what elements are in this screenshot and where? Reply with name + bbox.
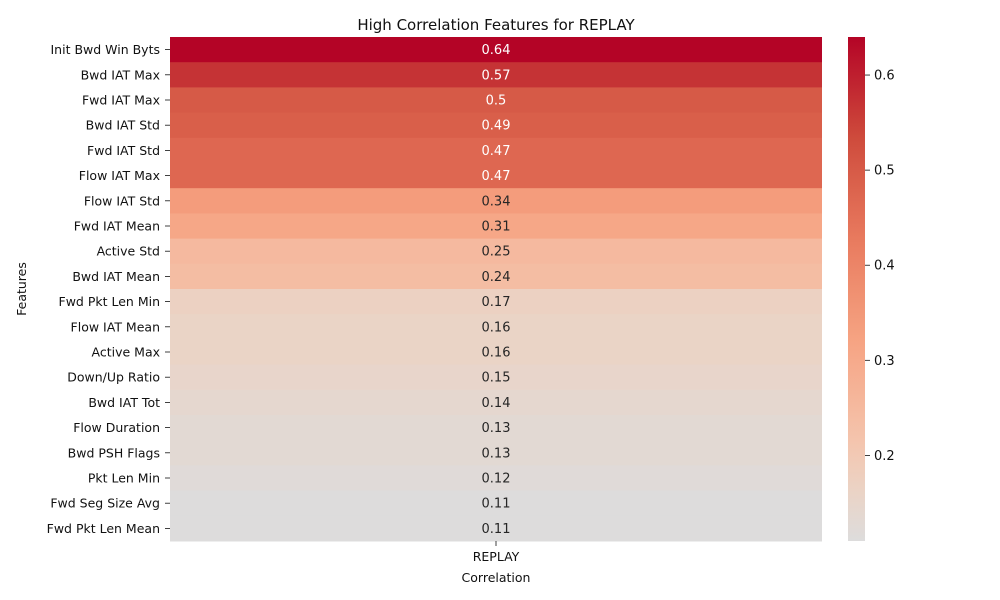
cell-value-label: 0.34 xyxy=(482,194,511,209)
cell-value-label: 0.5 xyxy=(486,94,507,109)
x-axis-label: Correlation xyxy=(462,570,531,585)
heatmap-cell xyxy=(170,112,822,139)
y-tick-label: Fwd Pkt Len Mean xyxy=(47,521,160,536)
heatmap-cell xyxy=(170,87,822,114)
heatmap-cells: 0.64 0.57 0.5 0.49 0.47 0.47 0.34 0.31 0.25 0.24 0… xyxy=(170,37,822,542)
heatmap-cell xyxy=(170,62,822,88)
cell-value-label: 0.25 xyxy=(482,245,511,260)
cell-value-label: 0.13 xyxy=(482,421,511,436)
cell-value-label: 0.11 xyxy=(482,497,511,512)
heatmap-cell xyxy=(170,389,822,416)
cell-value-label: 0.17 xyxy=(482,295,511,310)
cell-value-label: 0.11 xyxy=(482,522,511,537)
heatmap-cell xyxy=(170,440,822,466)
x-tick-label: REPLAY xyxy=(473,549,520,564)
y-tick-labels: Init Bwd Win Byts Bwd IAT Max Fwd IAT Max B… xyxy=(47,42,170,536)
cell-value-label: 0.47 xyxy=(482,144,511,159)
y-tick-label: Pkt Len Min xyxy=(88,471,160,486)
y-tick-label: Down/Up Ratio xyxy=(67,370,160,385)
heatmap-cell xyxy=(170,137,822,164)
y-tick-label: Flow Duration xyxy=(73,420,160,435)
y-tick-label: Bwd IAT Tot xyxy=(88,395,160,410)
y-tick-label: Init Bwd Win Byts xyxy=(50,42,160,57)
cell-value-label: 0.16 xyxy=(482,320,511,335)
cell-value-label: 0.24 xyxy=(482,270,511,285)
heatmap-cell xyxy=(170,314,822,340)
heatmap-cell xyxy=(170,515,822,542)
cell-value-label: 0.49 xyxy=(482,119,511,134)
y-tick-label: Bwd PSH Flags xyxy=(68,445,160,460)
colorbar-tick-label: 0.3 xyxy=(874,354,895,369)
heatmap-cell xyxy=(170,213,822,240)
cell-value-label: 0.15 xyxy=(482,371,511,386)
colorbar-tick-label: 0.5 xyxy=(874,164,895,179)
heatmap-cell xyxy=(170,263,822,290)
heatmap-cell xyxy=(170,465,822,492)
y-tick-label: Fwd Pkt Len Min xyxy=(59,294,160,309)
y-tick-label: Bwd IAT Std xyxy=(86,118,160,133)
y-tick-label: Flow IAT Std xyxy=(84,193,160,208)
colorbar-tick-label: 0.4 xyxy=(874,259,895,274)
colorbar-tick-label: 0.6 xyxy=(874,69,895,84)
heatmap-cell xyxy=(170,163,822,189)
colorbar-ticks: 0.2 0.3 0.4 0.5 0.6 xyxy=(865,69,895,464)
y-tick-label: Bwd IAT Max xyxy=(81,67,160,82)
cell-value-label: 0.31 xyxy=(482,220,511,235)
y-tick-label: Active Std xyxy=(97,244,160,259)
cell-value-label: 0.64 xyxy=(482,43,511,58)
cell-value-label: 0.14 xyxy=(482,396,511,411)
colorbar-tick-label: 0.2 xyxy=(874,449,895,464)
chart-title: High Correlation Features for REPLAY xyxy=(357,16,635,34)
y-tick-label: Fwd Seg Size Avg xyxy=(50,496,160,511)
cell-value-label: 0.57 xyxy=(482,68,511,83)
y-tick-label: Fwd IAT Max xyxy=(82,93,160,108)
y-tick-label: Flow IAT Mean xyxy=(71,319,160,334)
heatmap-cell xyxy=(170,339,822,366)
cell-value-label: 0.47 xyxy=(482,169,511,184)
heatmap-cell xyxy=(170,415,822,441)
cell-value-label: 0.12 xyxy=(482,472,511,487)
heatmap-cell xyxy=(170,289,822,315)
heatmap-cell xyxy=(170,37,822,63)
y-axis-label: Features xyxy=(14,262,29,316)
y-tick-label: Fwd IAT Std xyxy=(87,143,160,158)
heatmap-cell xyxy=(170,490,822,517)
heatmap-cell xyxy=(170,188,822,214)
y-tick-label: Flow IAT Max xyxy=(79,168,160,183)
x-tick-labels: REPLAY xyxy=(473,541,520,564)
y-tick-label: Fwd IAT Mean xyxy=(74,219,160,234)
cell-value-label: 0.13 xyxy=(482,446,511,461)
heatmap-cell xyxy=(170,238,822,265)
colorbar xyxy=(848,37,865,541)
y-tick-label: Active Max xyxy=(92,345,160,360)
heatmap-cell xyxy=(170,364,822,391)
cell-value-label: 0.16 xyxy=(482,346,511,361)
y-tick-label: Bwd IAT Mean xyxy=(72,269,160,284)
